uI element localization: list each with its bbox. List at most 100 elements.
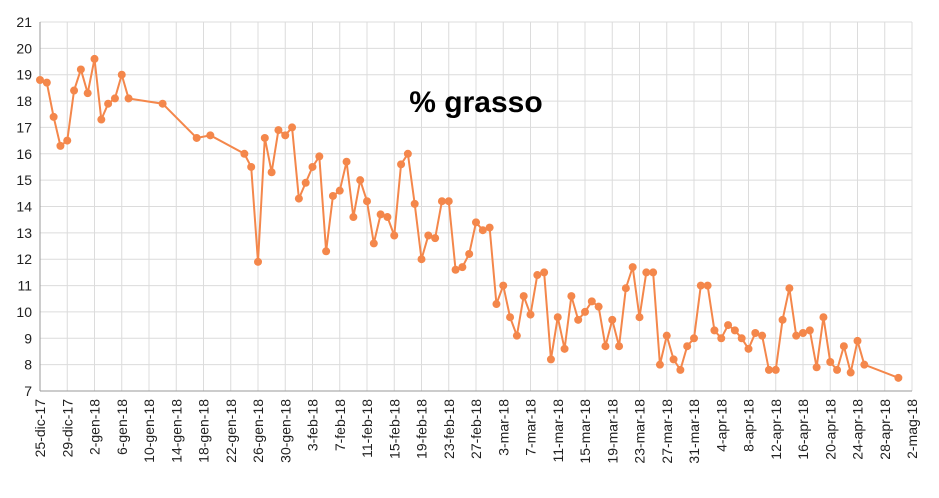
x-tick-label: 4-apr-18	[713, 399, 729, 452]
point	[63, 136, 72, 145]
point	[724, 321, 733, 330]
point	[397, 160, 406, 169]
x-tick-label: 10-gen-18	[141, 399, 157, 463]
point	[70, 86, 79, 95]
point	[301, 178, 310, 187]
point	[485, 223, 494, 232]
point	[737, 334, 746, 343]
x-tick-label: 25-dic-17	[32, 399, 48, 458]
point	[356, 176, 365, 185]
y-tick-label: 10	[16, 304, 32, 320]
point	[124, 94, 133, 103]
point	[342, 157, 351, 166]
point	[846, 368, 855, 377]
x-tick-label: 18-gen-18	[196, 399, 212, 463]
point	[410, 199, 419, 208]
point	[655, 360, 664, 369]
y-tick-label: 8	[24, 357, 32, 373]
point	[417, 255, 426, 264]
point	[431, 234, 440, 243]
y-tick-label: 15	[16, 172, 32, 188]
point	[546, 355, 555, 364]
point	[860, 360, 869, 369]
x-tick-label: 15-mar-18	[577, 399, 593, 464]
point	[621, 284, 630, 293]
x-tick-label: 20-apr-18	[822, 399, 838, 460]
point	[628, 263, 637, 272]
x-tick-label: 22-gen-18	[223, 399, 239, 463]
point	[437, 197, 446, 206]
x-tick-label: 30-gen-18	[277, 399, 293, 463]
y-tick-label: 18	[16, 93, 32, 109]
point	[444, 197, 453, 206]
point	[478, 226, 487, 235]
point	[403, 149, 412, 158]
point	[192, 133, 201, 142]
point	[315, 152, 324, 161]
x-tick-label: 6-gen-18	[114, 399, 130, 455]
y-tick-label: 19	[16, 67, 32, 83]
y-tick-label: 17	[16, 119, 32, 135]
point	[288, 123, 297, 132]
point	[472, 218, 480, 227]
chart-title: % grasso	[409, 86, 542, 119]
point	[424, 231, 433, 240]
x-tick-label: 28-apr-18	[877, 399, 893, 460]
point	[328, 191, 337, 200]
point	[826, 358, 835, 367]
point	[608, 315, 617, 324]
point	[56, 141, 65, 150]
point	[635, 313, 644, 322]
y-tick-label: 13	[16, 225, 32, 241]
point	[853, 336, 862, 345]
point	[49, 112, 58, 121]
point	[662, 331, 671, 340]
y-tick-label: 16	[16, 146, 32, 162]
x-tick-label: 27-feb-18	[468, 399, 484, 459]
point	[240, 149, 249, 158]
point	[294, 194, 303, 203]
point	[540, 268, 549, 277]
x-tick-label: 16-apr-18	[795, 399, 811, 460]
point	[206, 131, 215, 140]
point	[451, 265, 460, 274]
x-tick-label: 7-mar-18	[523, 399, 539, 456]
x-tick-label: 8-apr-18	[741, 399, 757, 452]
y-tick-label: 20	[16, 40, 32, 56]
point	[581, 307, 589, 316]
y-tick-label: 9	[24, 330, 32, 346]
x-tick-label: 2-mag-18	[904, 399, 920, 459]
point	[553, 313, 562, 322]
point	[778, 315, 787, 324]
x-tick-label: 15-feb-18	[386, 399, 402, 459]
point	[492, 300, 501, 309]
point	[267, 168, 276, 177]
point	[717, 334, 726, 343]
x-tick-label: 14-gen-18	[168, 399, 184, 463]
point	[730, 326, 739, 335]
x-tick-label: 23-feb-18	[441, 399, 457, 459]
point	[499, 281, 508, 290]
point	[458, 263, 467, 272]
point	[526, 310, 535, 319]
point	[751, 329, 760, 338]
point	[322, 247, 331, 256]
point	[833, 365, 842, 374]
point	[792, 331, 801, 340]
point	[110, 94, 119, 103]
point	[696, 281, 705, 290]
point	[349, 213, 358, 222]
point	[894, 373, 903, 382]
x-tick-label: 12-apr-18	[768, 399, 784, 460]
point	[376, 210, 385, 219]
point	[669, 355, 678, 364]
y-tick-label: 11	[17, 278, 32, 294]
y-tick-label: 7	[24, 383, 32, 399]
point	[642, 268, 651, 277]
y-tick-label: 12	[16, 251, 32, 267]
y-tick-label: 21	[16, 14, 32, 30]
x-tick-label: 11-mar-18	[550, 399, 566, 463]
y-tick-label: 14	[16, 199, 32, 215]
point	[117, 70, 126, 79]
x-tick-label: 26-gen-18	[250, 399, 266, 463]
